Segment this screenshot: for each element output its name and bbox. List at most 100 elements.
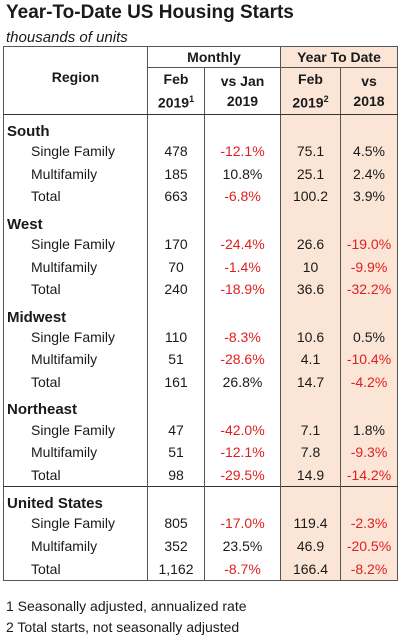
cell-vs-jan-2019: -24.4% <box>204 232 281 256</box>
header-vs-jan-2019: vs Jan 2019 <box>204 67 281 115</box>
cell-vs-2018: -20.5% <box>340 534 398 558</box>
cell-ytd-feb-2019: 75.1 <box>280 140 341 163</box>
cell-ytd-feb-2019: 10.6 <box>280 325 341 349</box>
cell-feb-2019: 663 <box>147 185 205 208</box>
cell-vs-2018: -9.3% <box>340 440 398 464</box>
cell-feb-2019: 98 <box>147 463 205 487</box>
cell-vs-jan-2019: -42.0% <box>204 418 281 441</box>
cell-vs-jan-2019: 26.8% <box>204 370 281 394</box>
cell-feb-2019: 161 <box>147 370 205 394</box>
region-group-row: Northeast <box>4 393 398 419</box>
table-row: Multifamily 185 10.8% 25.1 2.4% <box>4 162 398 186</box>
row-label: Multifamily <box>31 538 98 555</box>
cell-ytd-feb-2019: 166.4 <box>280 557 341 581</box>
cell-vs-2018: -9.9% <box>340 255 398 278</box>
header-vs-2018: vs 2018 <box>340 67 398 115</box>
cell-ytd-feb-2019: 36.6 <box>280 277 341 301</box>
table-row: Single Family 170 -24.4% 26.6 -19.0% <box>4 232 398 256</box>
cell-vs-2018: -14.2% <box>340 463 398 487</box>
footnote-2: 2 Total starts, not seasonally adjusted <box>6 619 240 635</box>
cell-feb-2019: 51 <box>147 348 205 371</box>
header-feb-2019: Feb 20191 <box>147 67 205 115</box>
cell-vs-2018: 4.5% <box>340 140 398 163</box>
row-label: Total <box>31 374 61 391</box>
cell-feb-2019: 352 <box>147 534 205 558</box>
row-label: Total <box>31 188 61 205</box>
cell-vs-jan-2019: -28.6% <box>204 348 281 371</box>
row-label: Total <box>31 560 61 577</box>
header-year-to-date: Year To Date <box>280 46 398 68</box>
header-region: Region <box>3 46 148 115</box>
cell-vs-jan-2019: -6.8% <box>204 185 281 208</box>
cell-ytd-feb-2019: 14.7 <box>280 370 341 394</box>
cell-ytd-feb-2019: 10 <box>280 255 341 278</box>
table-row: Multifamily 352 23.5% 46.9 -20.5% <box>4 534 398 558</box>
cell-vs-2018: 1.8% <box>340 418 398 441</box>
row-label: Total <box>31 281 61 298</box>
footnotes: 1 Seasonally adjusted, annualized rate 2… <box>6 596 247 638</box>
cell-vs-jan-2019: 23.5% <box>204 534 281 558</box>
row-label: Multifamily <box>31 258 98 275</box>
cell-vs-2018: 0.5% <box>340 325 398 349</box>
region-name: United States <box>3 486 148 513</box>
page-subtitle: thousands of units <box>6 29 128 46</box>
cell-ytd-feb-2019: 26.6 <box>280 232 341 256</box>
row-label: Multifamily <box>31 165 98 182</box>
cell-vs-jan-2019: -8.7% <box>204 557 281 581</box>
page-title: Year-To-Date US Housing Starts <box>6 2 294 23</box>
table-row: Single Family 805 -17.0% 119.4 -2.3% <box>4 512 398 535</box>
cell-feb-2019: 70 <box>147 255 205 278</box>
cell-vs-2018: 3.9% <box>340 185 398 208</box>
row-label: Single Family <box>31 421 116 438</box>
cell-feb-2019: 240 <box>147 277 205 301</box>
table-row: Multifamily 70 -1.4% 10 -9.9% <box>4 255 398 278</box>
region-name: West <box>7 215 43 233</box>
region-group-row: South <box>4 114 398 140</box>
table-row: Total 663 -6.8% 100.2 3.9% <box>4 185 398 208</box>
header-monthly: Monthly <box>147 46 281 68</box>
cell-vs-2018: -19.0% <box>340 232 398 256</box>
cell-vs-2018: -2.3% <box>340 512 398 535</box>
table-row: Total 240 -18.9% 36.6 -32.2% <box>4 277 398 301</box>
table-row: Total 98 -29.5% 14.9 -14.2% <box>4 463 398 487</box>
cell-vs-jan-2019: -8.3% <box>204 325 281 349</box>
table-row: Single Family 110 -8.3% 10.6 0.5% <box>4 325 398 349</box>
row-label: Single Family <box>31 143 116 160</box>
region-group-row: United States <box>3 486 398 513</box>
table-row: Multifamily 51 -12.1% 7.8 -9.3% <box>4 440 398 464</box>
table-row: Total 161 26.8% 14.7 -4.2% <box>4 370 398 394</box>
cell-vs-jan-2019: -18.9% <box>204 277 281 301</box>
table-body: South Single Family 478 -12.1% 75.1 4.5% Multi… <box>3 114 398 581</box>
cell-feb-2019: 805 <box>147 512 205 535</box>
cell-ytd-feb-2019: 14.9 <box>280 463 341 487</box>
region-name: Midwest <box>7 308 67 326</box>
table-row: Single Family 47 -42.0% 7.1 1.8% <box>4 418 398 441</box>
cell-vs-jan-2019: -12.1% <box>204 140 281 163</box>
housing-starts-table: Region Monthly Year To Date Feb 20191 vs … <box>3 46 398 581</box>
row-label: Single Family <box>31 328 116 345</box>
cell-vs-jan-2019: -29.5% <box>204 463 281 487</box>
region-group-row: Midwest <box>4 300 398 326</box>
cell-vs-jan-2019: -12.1% <box>204 440 281 464</box>
region-name: South <box>7 123 50 140</box>
cell-vs-2018: 2.4% <box>340 162 398 186</box>
cell-feb-2019: 1,162 <box>147 557 205 581</box>
cell-vs-jan-2019: -17.0% <box>204 512 281 535</box>
cell-ytd-feb-2019: 7.8 <box>280 440 341 464</box>
row-label: Multifamily <box>31 444 98 461</box>
cell-vs-2018: -10.4% <box>340 348 398 371</box>
cell-feb-2019: 170 <box>147 232 205 256</box>
table-row: Total 1,162 -8.7% 166.4 -8.2% <box>4 557 398 581</box>
row-label: Total <box>31 466 61 483</box>
region-group-row: West <box>4 207 398 233</box>
cell-ytd-feb-2019: 100.2 <box>280 185 341 208</box>
cell-feb-2019: 51 <box>147 440 205 464</box>
cell-ytd-feb-2019: 7.1 <box>280 418 341 441</box>
cell-vs-2018: -8.2% <box>340 557 398 581</box>
cell-feb-2019: 185 <box>147 162 205 186</box>
cell-ytd-feb-2019: 119.4 <box>280 512 341 535</box>
table-row: Multifamily 51 -28.6% 4.1 -10.4% <box>4 348 398 371</box>
cell-feb-2019: 478 <box>147 140 205 163</box>
header-ytd-feb-2019: Feb 20192 <box>280 67 341 115</box>
cell-vs-jan-2019: 10.8% <box>204 162 281 186</box>
